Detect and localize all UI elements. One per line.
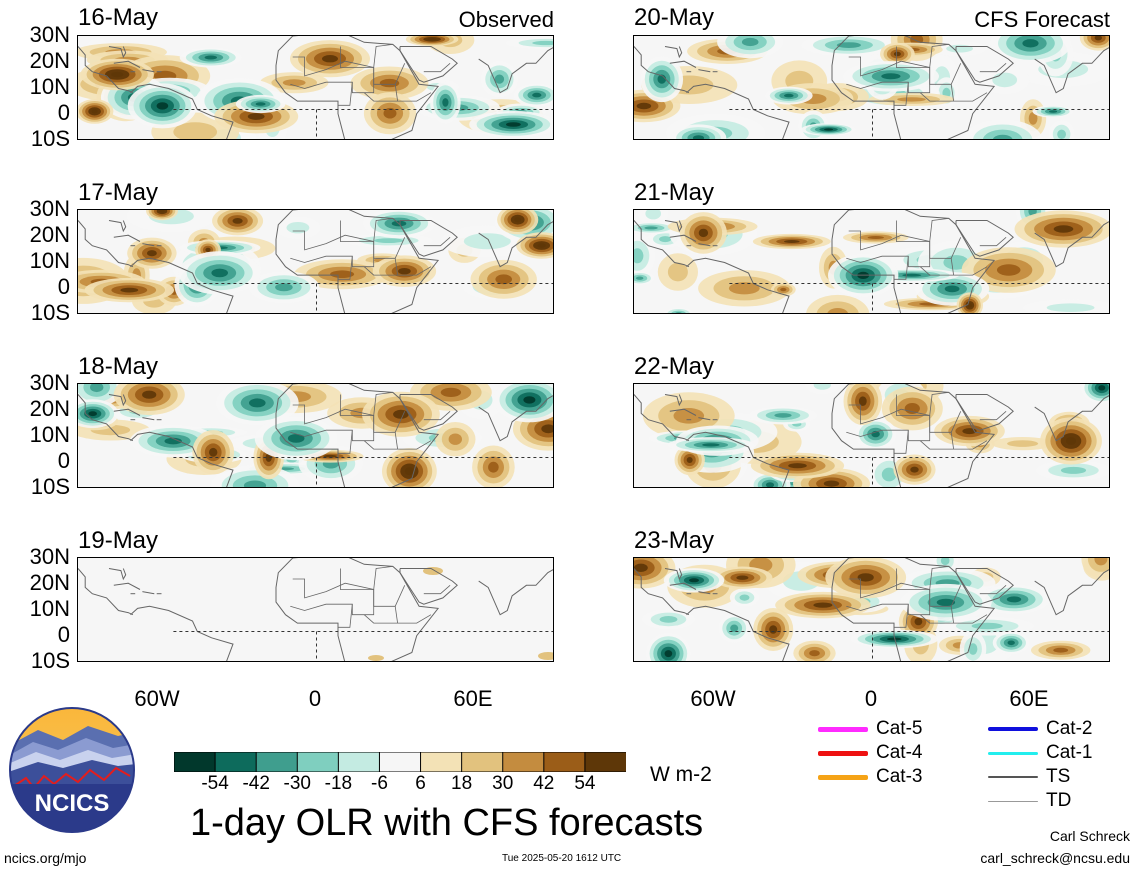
panel-date-2: 17-May — [78, 179, 159, 206]
olr-map-8 — [634, 558, 1109, 661]
lat-label: 20N — [29, 48, 70, 73]
lat-label: 10N — [29, 248, 70, 273]
lat-label: 20N — [29, 570, 70, 595]
lat-label: 0 — [57, 100, 70, 125]
colorbar-tick-label: -18 — [324, 773, 353, 794]
lat-label: 0 — [57, 448, 70, 473]
colorbar-tick-label: -6 — [371, 773, 388, 794]
olr-map-panel-3 — [77, 383, 554, 488]
olr-map-1 — [78, 36, 553, 139]
lat-label: 30N — [29, 370, 70, 395]
legend-label: Cat-2 — [1046, 718, 1093, 739]
legend-swatch — [818, 774, 868, 780]
lat-label: 20N — [29, 222, 70, 247]
colorbar-tick-label: -42 — [242, 773, 270, 794]
colorbar-tick-label: 42 — [533, 773, 555, 794]
timestamp: Tue 2025-05-20 1612 UTC — [502, 853, 622, 864]
legend-label: Cat-4 — [876, 742, 923, 763]
panel-date-6: 21-May — [634, 179, 715, 206]
legend-swatch — [988, 800, 1038, 802]
legend-swatch — [818, 750, 868, 756]
colorbar — [173, 751, 628, 773]
colorbar-tick-label: 30 — [492, 773, 514, 794]
panel-date-5: 20-May — [634, 4, 715, 31]
colorbar-tick-label: -54 — [201, 773, 229, 794]
lat-label: 0 — [57, 274, 70, 299]
colorbar-tick-label: 18 — [451, 773, 473, 794]
legend-item-cat-1: Cat-1 — [988, 742, 1128, 764]
website-link[interactable]: ncics.org/mjo — [4, 850, 87, 866]
legend-item-ts: TS — [988, 766, 1128, 788]
lat-label: 10S — [30, 648, 70, 673]
legend-label: TD — [1046, 790, 1072, 811]
legend-swatch — [988, 751, 1038, 755]
lat-label: 10S — [30, 300, 70, 325]
olr-map-panel-2 — [77, 209, 554, 314]
olr-map-5 — [634, 36, 1109, 139]
olr-map-panel-1 — [77, 35, 554, 140]
legend-swatch — [988, 776, 1038, 778]
legend-label: Cat-3 — [876, 766, 923, 787]
lat-label: 0 — [57, 622, 70, 647]
lon-label-60e-right: 60E — [1009, 686, 1049, 711]
panel-date-4: 19-May — [78, 527, 159, 554]
ncics-logo: NCICS — [8, 706, 136, 834]
olr-map-6 — [634, 210, 1109, 313]
main-title: 1-day OLR with CFS forecasts — [190, 802, 704, 844]
panel-date-7: 22-May — [634, 353, 715, 380]
lat-label: 30N — [29, 544, 70, 569]
olr-map-panel-8 — [633, 557, 1110, 662]
legend-item-cat-3: Cat-3 — [818, 766, 958, 788]
lat-label: 30N — [29, 22, 70, 47]
legend-label: Cat-1 — [1046, 742, 1093, 763]
lat-label: 10S — [30, 126, 70, 151]
olr-map-panel-5 — [633, 35, 1110, 140]
legend-label: TS — [1046, 766, 1071, 787]
panel-date-3: 18-May — [78, 353, 159, 380]
logo-text: NCICS — [35, 790, 110, 817]
lat-label: 10S — [30, 474, 70, 499]
legend-swatch — [988, 727, 1038, 731]
legend-item-cat-5: Cat-5 — [818, 718, 958, 740]
lon-label-0-left: 0 — [308, 686, 322, 711]
lat-label: 10N — [29, 422, 70, 447]
author-name: Carl Schreck — [1049, 828, 1130, 844]
forecast-header: CFS Forecast — [974, 7, 1110, 32]
lat-label: 10N — [29, 596, 70, 621]
lat-label: 20N — [29, 396, 70, 421]
colorbar-units: W m-2 — [650, 763, 712, 786]
colorbar-tick-label: 6 — [415, 773, 426, 794]
lon-label-60e-left: 60E — [453, 686, 493, 711]
colorbar-tick-label: -30 — [283, 773, 311, 794]
lat-label: 10N — [29, 74, 70, 99]
olr-map-panel-4 — [77, 557, 554, 662]
olr-map-panel-6 — [633, 209, 1110, 314]
observed-header: Observed — [458, 7, 554, 32]
lon-label-0-right: 0 — [864, 686, 878, 711]
legend-item-td: TD — [988, 790, 1128, 812]
olr-map-2 — [78, 210, 553, 313]
lon-label-60w-left: 60W — [134, 686, 180, 711]
lat-label: 30N — [29, 196, 70, 221]
panel-date-1: 16-May — [78, 4, 159, 31]
legend-item-cat-2: Cat-2 — [988, 718, 1128, 740]
legend-label: Cat-5 — [876, 718, 923, 739]
olr-map-7 — [634, 384, 1109, 487]
author-email[interactable]: carl_schreck@ncsu.edu — [980, 850, 1130, 866]
olr-map-4 — [78, 558, 553, 661]
lon-label-60w-right: 60W — [690, 686, 736, 711]
panel-date-8: 23-May — [634, 527, 715, 554]
olr-map-panel-7 — [633, 383, 1110, 488]
legend-item-cat-4: Cat-4 — [818, 742, 958, 764]
legend-swatch — [818, 726, 868, 732]
colorbar-tick-label: 54 — [574, 773, 596, 794]
olr-map-3 — [78, 384, 553, 487]
